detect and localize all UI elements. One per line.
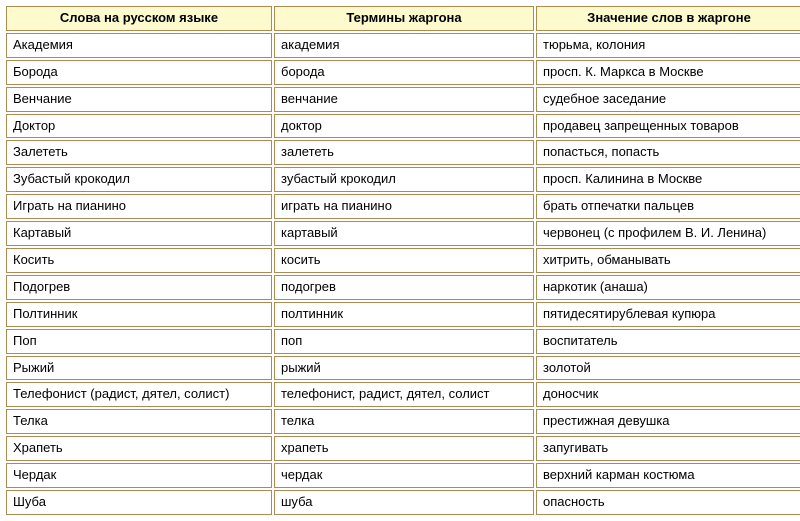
cell-jargon-term: косить [274,248,534,273]
cell-jargon-term: академия [274,33,534,58]
cell-meaning: воспитатель [536,329,800,354]
cell-jargon-term: поп [274,329,534,354]
table-row: Телефонист (радист, дятел, солист)телефо… [6,382,800,407]
jargon-table: Слова на русском языке Термины жаргона З… [4,4,800,517]
table-row: Чердакчердакверхний карман костюма [6,463,800,488]
cell-meaning: золотой [536,356,800,381]
cell-russian: Телефонист (радист, дятел, солист) [6,382,272,407]
cell-meaning: червонец (с профилем В. И. Ленина) [536,221,800,246]
cell-jargon-term: картавый [274,221,534,246]
col-header-meaning: Значение слов в жаргоне [536,6,800,31]
table-row: Храпетьхрапетьзапугивать [6,436,800,461]
cell-meaning: просп. К. Маркса в Москве [536,60,800,85]
cell-jargon-term: борода [274,60,534,85]
cell-russian: Шуба [6,490,272,515]
cell-jargon-term: подогрев [274,275,534,300]
table-row: Коситькоситьхитрить, обманывать [6,248,800,273]
cell-russian: Храпеть [6,436,272,461]
cell-meaning: доносчик [536,382,800,407]
table-row: Зубастый крокодилзубастый крокодилпросп.… [6,167,800,192]
cell-meaning: престижная девушка [536,409,800,434]
cell-meaning: пятидесятирублевая купюра [536,302,800,327]
cell-russian: Чердак [6,463,272,488]
cell-russian: Рыжий [6,356,272,381]
table-row: Поппопвоспитатель [6,329,800,354]
table-row: Академияакадемиятюрьма, колония [6,33,800,58]
cell-russian: Картавый [6,221,272,246]
table-row: Бородабородапросп. К. Маркса в Москве [6,60,800,85]
table-body: Академияакадемиятюрьма, колонияБородабор… [6,33,800,515]
cell-russian: Венчание [6,87,272,112]
col-header-jargon-term: Термины жаргона [274,6,534,31]
col-header-russian: Слова на русском языке [6,6,272,31]
cell-jargon-term: венчание [274,87,534,112]
cell-meaning: верхний карман костюма [536,463,800,488]
cell-russian: Косить [6,248,272,273]
cell-jargon-term: телка [274,409,534,434]
cell-meaning: брать отпечатки пальцев [536,194,800,219]
cell-russian: Подогрев [6,275,272,300]
cell-russian: Телка [6,409,272,434]
cell-meaning: хитрить, обманывать [536,248,800,273]
cell-russian: Полтинник [6,302,272,327]
cell-russian: Залететь [6,140,272,165]
cell-russian: Академия [6,33,272,58]
table-row: Шубашубаопасность [6,490,800,515]
cell-meaning: судебное заседание [536,87,800,112]
cell-meaning: просп. Калинина в Москве [536,167,800,192]
table-row: Подогревподогревнаркотик (анаша) [6,275,800,300]
cell-russian: Поп [6,329,272,354]
cell-jargon-term: залететь [274,140,534,165]
cell-meaning: запугивать [536,436,800,461]
cell-meaning: тюрьма, колония [536,33,800,58]
cell-russian: Играть на пианино [6,194,272,219]
cell-jargon-term: рыжий [274,356,534,381]
cell-meaning: продавец запрещенных товаров [536,114,800,139]
cell-jargon-term: полтинник [274,302,534,327]
table-header: Слова на русском языке Термины жаргона З… [6,6,800,31]
table-row: Венчаниевенчаниесудебное заседание [6,87,800,112]
cell-jargon-term: зубастый крокодил [274,167,534,192]
table-row: Рыжийрыжийзолотой [6,356,800,381]
cell-jargon-term: доктор [274,114,534,139]
cell-jargon-term: чердак [274,463,534,488]
cell-meaning: опасность [536,490,800,515]
cell-jargon-term: шуба [274,490,534,515]
cell-meaning: попасться, попасть [536,140,800,165]
cell-russian: Борода [6,60,272,85]
cell-jargon-term: играть на пианино [274,194,534,219]
cell-russian: Доктор [6,114,272,139]
table-row: Доктордокторпродавец запрещенных товаров [6,114,800,139]
table-row: Картавыйкартавыйчервонец (с профилем В. … [6,221,800,246]
table-row: Телкателкапрестижная девушка [6,409,800,434]
table-row: Залететьзалететьпопасться, попасть [6,140,800,165]
cell-jargon-term: телефонист, радист, дятел, солист [274,382,534,407]
table-row: Играть на пианиноиграть на пианинобрать … [6,194,800,219]
table-row: Полтинникполтинникпятидесятирублевая куп… [6,302,800,327]
cell-russian: Зубастый крокодил [6,167,272,192]
cell-meaning: наркотик (анаша) [536,275,800,300]
cell-jargon-term: храпеть [274,436,534,461]
